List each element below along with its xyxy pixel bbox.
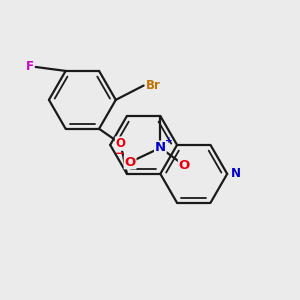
Text: O: O [124, 156, 136, 169]
Text: −: − [115, 147, 125, 160]
Text: O: O [116, 137, 126, 150]
Text: +: + [165, 136, 173, 145]
Text: F: F [26, 60, 34, 74]
Text: N: N [155, 141, 166, 154]
Text: O: O [178, 159, 190, 172]
Text: Br: Br [146, 79, 161, 92]
Text: N: N [230, 167, 240, 180]
